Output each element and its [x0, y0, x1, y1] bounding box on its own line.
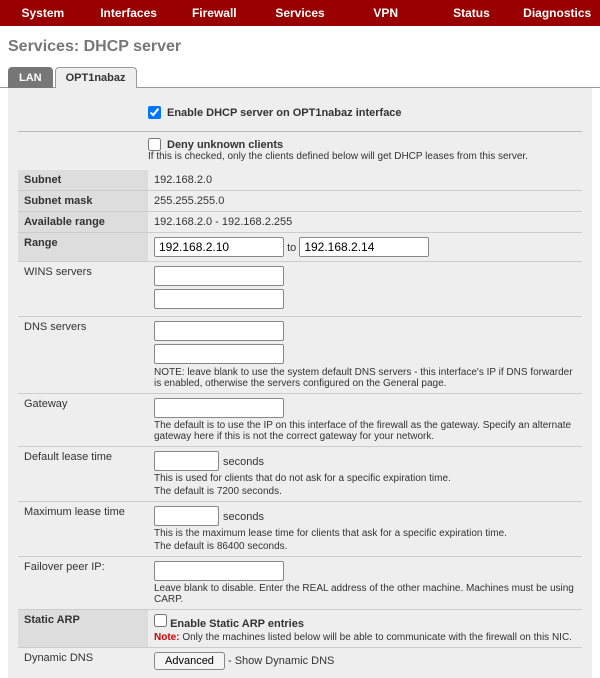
dns-label: DNS servers — [18, 317, 148, 394]
staticarp-note-text: Only the machines listed below will be a… — [180, 632, 572, 643]
enable-checkbox[interactable] — [148, 106, 161, 119]
top-nav: System Interfaces Firewall Services VPN … — [0, 0, 600, 26]
nav-system[interactable]: System — [0, 0, 86, 26]
range-to-input[interactable] — [299, 237, 429, 257]
deny-checkbox[interactable] — [148, 138, 161, 151]
staticarp-note-label: Note: — [154, 632, 180, 643]
mask-label: Subnet mask — [18, 191, 148, 212]
failover-input[interactable] — [154, 561, 284, 581]
avail-label: Available range — [18, 212, 148, 233]
dns-input-2[interactable] — [154, 344, 284, 364]
maxlease-help2: The default is 86400 seconds. — [154, 541, 576, 552]
enable-row: Enable DHCP server on OPT1nabaz interfac… — [18, 98, 582, 127]
tab-opt1nabaz[interactable]: OPT1nabaz — [55, 67, 137, 88]
deflease-help2: The default is 7200 seconds. — [154, 486, 576, 497]
staticarp-cb-label: Enable Static ARP entries — [170, 618, 304, 630]
maxlease-unit: seconds — [223, 511, 264, 523]
subnet-label: Subnet — [18, 170, 148, 191]
failover-label: Failover peer IP: — [18, 557, 148, 610]
nav-diagnostics[interactable]: Diagnostics — [514, 0, 600, 26]
gateway-cell: The default is to use the IP on this int… — [148, 394, 582, 447]
deflease-unit: seconds — [223, 456, 264, 468]
failover-help: Leave blank to disable. Enter the REAL a… — [154, 583, 576, 605]
wins-input-1[interactable] — [154, 266, 284, 286]
range-from-input[interactable] — [154, 237, 284, 257]
tabs: LAN OPT1nabaz — [0, 66, 600, 88]
staticarp-checkbox[interactable] — [154, 614, 167, 627]
deny-row: Deny unknown clients — [18, 136, 582, 151]
tab-lan[interactable]: LAN — [8, 67, 53, 88]
gateway-input[interactable] — [154, 398, 284, 418]
maxlease-help1: This is the maximum lease time for clien… — [154, 528, 576, 539]
nav-status[interactable]: Status — [429, 0, 515, 26]
staticarp-label: Static ARP — [18, 610, 148, 648]
subnet-value: 192.168.2.0 — [148, 170, 582, 191]
mask-value: 255.255.255.0 — [148, 191, 582, 212]
nav-interfaces[interactable]: Interfaces — [86, 0, 172, 26]
deflease-cell: seconds This is used for clients that do… — [148, 447, 582, 502]
maxlease-label: Maximum lease time — [18, 502, 148, 557]
dns-input-1[interactable] — [154, 321, 284, 341]
ddns-suffix: - Show Dynamic DNS — [225, 655, 334, 667]
gateway-label: Gateway — [18, 394, 148, 447]
maxlease-cell: seconds This is the maximum lease time f… — [148, 502, 582, 557]
deflease-input[interactable] — [154, 451, 219, 471]
dns-help: NOTE: leave blank to use the system defa… — [154, 367, 576, 389]
staticarp-note: Note: Only the machines listed below wil… — [154, 632, 576, 643]
nav-vpn[interactable]: VPN — [343, 0, 429, 26]
nav-services[interactable]: Services — [257, 0, 343, 26]
ddns-label: Dynamic DNS — [18, 648, 148, 675]
ddns-cell: Advanced - Show Dynamic DNS — [148, 648, 582, 675]
nav-firewall[interactable]: Firewall — [171, 0, 257, 26]
maxlease-input[interactable] — [154, 506, 219, 526]
failover-cell: Leave blank to disable. Enter the REAL a… — [148, 557, 582, 610]
dns-cell: NOTE: leave blank to use the system defa… — [148, 317, 582, 394]
form-area: Enable DHCP server on OPT1nabaz interfac… — [8, 88, 592, 678]
deflease-label: Default lease time — [18, 447, 148, 502]
avail-value: 192.168.2.0 - 192.168.2.255 — [148, 212, 582, 233]
staticarp-cell: Enable Static ARP entries Note: Only the… — [148, 610, 582, 648]
range-label: Range — [18, 233, 148, 262]
wins-label: WINS servers — [18, 262, 148, 317]
range-cell: to — [148, 233, 582, 262]
deny-label: Deny unknown clients — [167, 139, 283, 151]
gateway-help: The default is to use the IP on this int… — [154, 420, 576, 442]
page-title: Services: DHCP server — [0, 26, 600, 66]
deny-note: If this is checked, only the clients def… — [18, 151, 582, 162]
wins-input-2[interactable] — [154, 289, 284, 309]
form-table: Subnet 192.168.2.0 Subnet mask 255.255.2… — [18, 170, 582, 674]
deflease-help1: This is used for clients that do not ask… — [154, 473, 576, 484]
ddns-advanced-button[interactable]: Advanced — [154, 652, 225, 670]
enable-label: Enable DHCP server on OPT1nabaz interfac… — [167, 107, 402, 119]
wins-cell — [148, 262, 582, 317]
range-to-word: to — [287, 242, 296, 254]
